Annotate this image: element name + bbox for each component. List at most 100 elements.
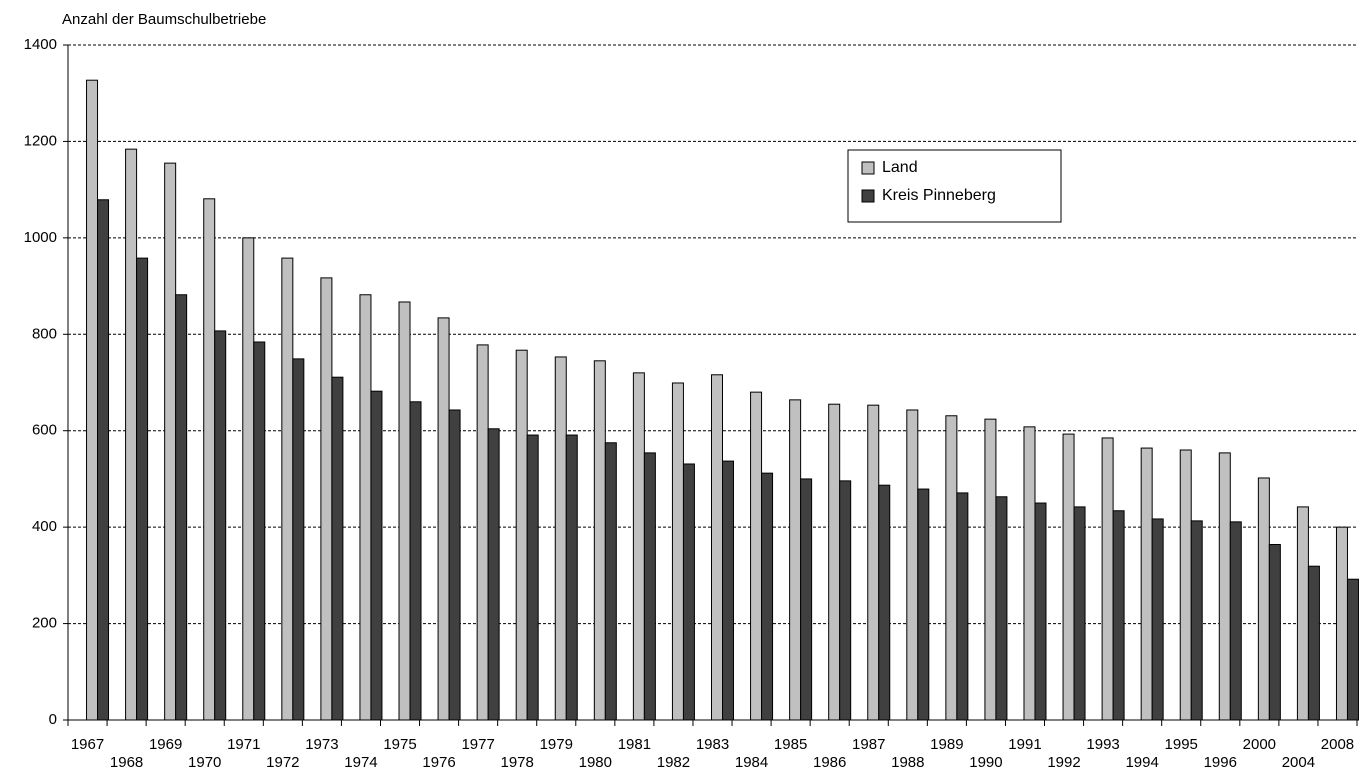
x-tick-label: 1972 [266,754,299,771]
legend-box [847,149,1062,223]
bar [604,442,617,721]
bar [476,344,489,721]
bar [1023,426,1036,721]
bar [761,472,774,721]
x-tick-label: 1988 [891,754,924,771]
bar [711,374,723,721]
bar [437,317,450,721]
bar [1112,510,1125,721]
bar [565,434,578,721]
x-tick-label: 1996 [1204,754,1237,771]
x-tick-label: 1993 [1086,736,1119,753]
x-tick-label: 1975 [383,736,416,753]
bar [1335,526,1348,721]
x-tick-label: 1990 [969,754,1002,771]
x-tick-label: 1994 [1125,754,1158,771]
y-tick-label: 1200 [24,132,57,149]
bar [487,428,500,721]
bar [97,199,110,721]
bar [1229,521,1242,721]
x-tick-label: 2004 [1282,754,1315,771]
bar [125,148,138,721]
bar [984,418,997,721]
x-tick-label: 1976 [422,754,455,771]
x-tick-label: 1978 [501,754,534,771]
x-tick-label: 1977 [461,736,494,753]
x-tick-label: 1991 [1008,736,1041,753]
bar [409,401,422,721]
y-tick-label: 600 [32,422,57,439]
legend-label: Kreis Pinneberg [882,187,996,204]
x-tick-label: 1973 [305,736,338,753]
x-tick-label: 1968 [110,754,143,771]
bar [945,415,958,721]
bar [292,358,305,721]
bar [1257,477,1270,721]
bar [750,391,763,721]
bar [331,376,344,721]
x-tick-label: 1969 [149,736,182,753]
bar [242,237,255,721]
bar [828,403,841,721]
bar [214,330,227,721]
bar [320,277,333,721]
bar [643,452,656,721]
bar [878,484,891,721]
bar [1151,518,1164,721]
x-tick-label: 1967 [71,736,104,753]
legend-swatch [861,161,875,175]
bar [722,460,734,721]
y-tick-label: 0 [49,711,57,728]
bar [253,341,266,721]
x-tick-label: 1987 [852,736,885,753]
bar [1062,433,1075,721]
bar [682,463,695,721]
bar [448,409,461,721]
y-tick-label: 800 [32,325,57,342]
x-tick-label: 1992 [1047,754,1080,771]
legend-label: Land [882,159,918,176]
bar [1034,502,1047,721]
bar [398,301,411,721]
bar [515,349,528,721]
legend-swatch [861,189,875,203]
bar [1218,452,1231,721]
bar [1179,449,1192,721]
x-tick-label: 1989 [930,736,963,753]
x-tick-label: 1995 [1165,736,1198,753]
bar [800,478,813,721]
bar [867,404,880,721]
bar [995,496,1008,721]
bar [281,257,294,721]
x-tick-label: 1974 [344,754,377,771]
y-tick-label: 1000 [24,229,57,246]
x-tick-label: 2008 [1321,736,1354,753]
x-tick-label: 1980 [579,754,612,771]
bar [554,356,567,721]
bar [632,372,645,721]
bar [86,79,99,721]
bar [1268,544,1281,721]
x-tick-label: 1985 [774,736,807,753]
x-tick-label: 1971 [227,736,260,753]
x-tick-label: 2000 [1243,736,1276,753]
bar [164,162,177,721]
x-tick-label: 1970 [188,754,221,771]
x-tick-label: 1983 [696,736,729,753]
bar [1346,578,1359,721]
bar [1296,506,1309,721]
x-tick-label: 1979 [540,736,573,753]
bar [370,390,383,721]
x-tick-label: 1982 [657,754,690,771]
y-axis-title: Anzahl der Baumschulbetriebe [62,11,266,28]
bar [526,434,539,721]
y-tick-label: 1400 [24,36,57,53]
y-tick-label: 200 [32,615,57,632]
bar [1190,520,1203,721]
x-tick-label: 1984 [735,754,768,771]
bar [1140,447,1153,721]
y-tick-label: 400 [32,518,57,535]
x-tick-label: 1986 [813,754,846,771]
